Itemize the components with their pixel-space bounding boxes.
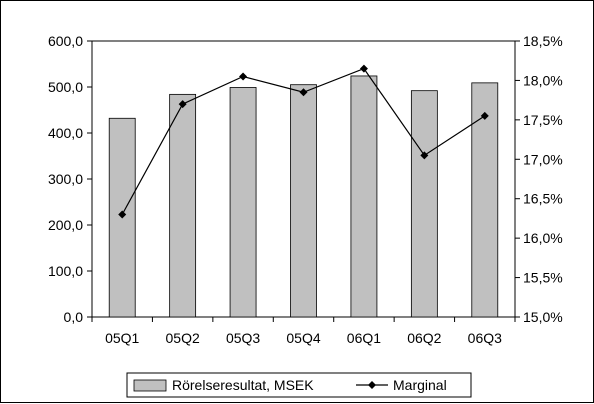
bar-05Q4 <box>290 84 317 318</box>
marginal-point-05Q3 <box>239 72 248 81</box>
legend-box <box>126 372 472 398</box>
marginal-point-05Q2 <box>178 100 187 109</box>
marginal-point-06Q2 <box>420 151 429 160</box>
left-tick-label: 600,0 <box>48 33 83 49</box>
x-tick-label: 05Q4 <box>286 330 320 346</box>
x-tick-label: 05Q2 <box>166 330 200 346</box>
marginal-point-05Q1 <box>118 210 127 219</box>
left-tick-label: 200,0 <box>48 217 83 233</box>
right-tick-label: 16,5% <box>523 191 563 207</box>
x-tick-label: 06Q1 <box>347 330 381 346</box>
right-tick-label: 18,5% <box>523 33 563 49</box>
bar-06Q2 <box>410 90 438 318</box>
left-y-axis: 0,0 100,0 200,0 300,0 400,0 500,0 600,0 <box>48 33 92 325</box>
marginal-point-05Q4 <box>299 88 308 97</box>
line-series <box>118 64 489 219</box>
marginal-point-06Q1 <box>359 64 368 73</box>
legend-bar-label: Rörelseresultat, MSEK <box>172 377 314 393</box>
bar-05Q3 <box>229 87 257 318</box>
x-tick-label: 05Q1 <box>105 330 139 346</box>
legend-diamond-marker <box>368 381 376 389</box>
left-tick-label: 400,0 <box>48 125 83 141</box>
right-tick-label: 16,0% <box>523 230 563 246</box>
left-tick-label: 100,0 <box>48 263 83 279</box>
right-tick-label: 15,5% <box>523 270 563 286</box>
x-tick-label: 06Q2 <box>407 330 441 346</box>
legend: Rörelseresultat, MSEK Marginal <box>126 372 472 398</box>
right-tick-label: 17,5% <box>523 112 563 128</box>
bar-05Q2 <box>169 93 197 318</box>
x-tick-label: 05Q3 <box>226 330 260 346</box>
right-tick-label: 18,0% <box>523 72 563 88</box>
x-tick-label: 06Q3 <box>468 330 502 346</box>
right-tick-label: 17,0% <box>523 151 563 167</box>
legend-line-label: Marginal <box>393 377 447 393</box>
legend-bar-swatch <box>133 379 167 392</box>
left-tick-label: 0,0 <box>64 309 84 325</box>
bar-06Q1 <box>350 75 378 318</box>
right-tick-label: 15,0% <box>523 309 563 325</box>
right-y-axis: 15,0% 15,5% 16,0% 16,5% 17,0% 17,5% 18,0% 18,5% <box>515 33 563 325</box>
marginal-point-06Q3 <box>480 111 489 120</box>
left-tick-label: 500,0 <box>48 79 83 95</box>
x-axis: 05Q1 05Q2 05Q3 05Q4 06Q1 06Q2 06Q3 <box>91 317 516 346</box>
left-tick-label: 300,0 <box>48 171 83 187</box>
